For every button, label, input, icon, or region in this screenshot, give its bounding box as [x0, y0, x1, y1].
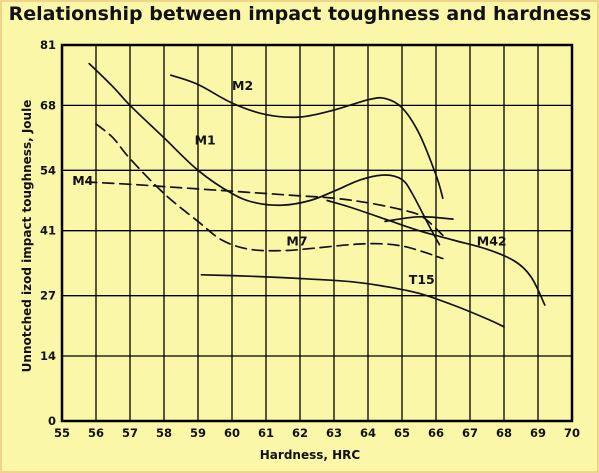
y-tick-label: 81 [40, 38, 56, 52]
series-label-t15: T15 [409, 272, 435, 287]
x-tick-label: 62 [292, 426, 308, 440]
y-tick-label: 68 [40, 98, 56, 112]
series-line-m42 [326, 199, 546, 306]
series-label-m42: M42 [477, 234, 507, 249]
series-line-m4 [84, 181, 444, 237]
x-tick-label: 61 [258, 426, 274, 440]
x-tick-label: 56 [88, 426, 104, 440]
x-tick-label: 55 [54, 426, 70, 440]
series-line-t15 [200, 273, 505, 328]
x-tick-label: 58 [156, 426, 172, 440]
y-tick-label: 27 [40, 289, 56, 303]
x-axis-label: Hardness, HRC [260, 448, 361, 462]
y-tick-label: 54 [40, 163, 56, 177]
x-tick-label: 57 [122, 426, 138, 440]
x-axis: 55 56 57 58 59 60 61 62 63 64 65 66 67 68 69 70 [54, 426, 580, 440]
y-tick-label: 14 [40, 349, 56, 363]
series-labels: M2 M1 M4 M7 M42 T15 [72, 78, 506, 287]
series-line-m2 [169, 74, 444, 200]
series-label-m1: M1 [195, 132, 216, 147]
series-group [84, 62, 546, 328]
series-line-extra-5 [384, 215, 454, 223]
series-label-m2: M2 [232, 78, 253, 93]
x-tick-label: 60 [224, 426, 240, 440]
x-tick-label: 65 [394, 426, 410, 440]
plot-area [60, 43, 574, 423]
y-axis: 0 14 27 41 54 68 81 [40, 38, 56, 428]
x-tick-label: 70 [564, 426, 580, 440]
x-tick-label: 69 [530, 426, 546, 440]
series-label-m7: M7 [286, 234, 307, 249]
x-tick-label: 64 [360, 426, 376, 440]
x-tick-label: 59 [190, 426, 206, 440]
series-label-m4: M4 [72, 173, 93, 188]
y-tick-label: 41 [40, 224, 56, 238]
x-tick-label: 66 [428, 426, 444, 440]
y-axis-label: Unnotched izod impact toughness, Joule [20, 100, 34, 373]
x-tick-label: 63 [326, 426, 342, 440]
chart-title: Relationship between impact toughness an… [9, 3, 592, 25]
x-tick-label: 68 [496, 426, 512, 440]
y-tick-label: 0 [48, 414, 56, 428]
series-line-m7 [95, 123, 444, 260]
x-tick-label: 67 [462, 426, 478, 440]
series-line-m1 [88, 62, 441, 246]
